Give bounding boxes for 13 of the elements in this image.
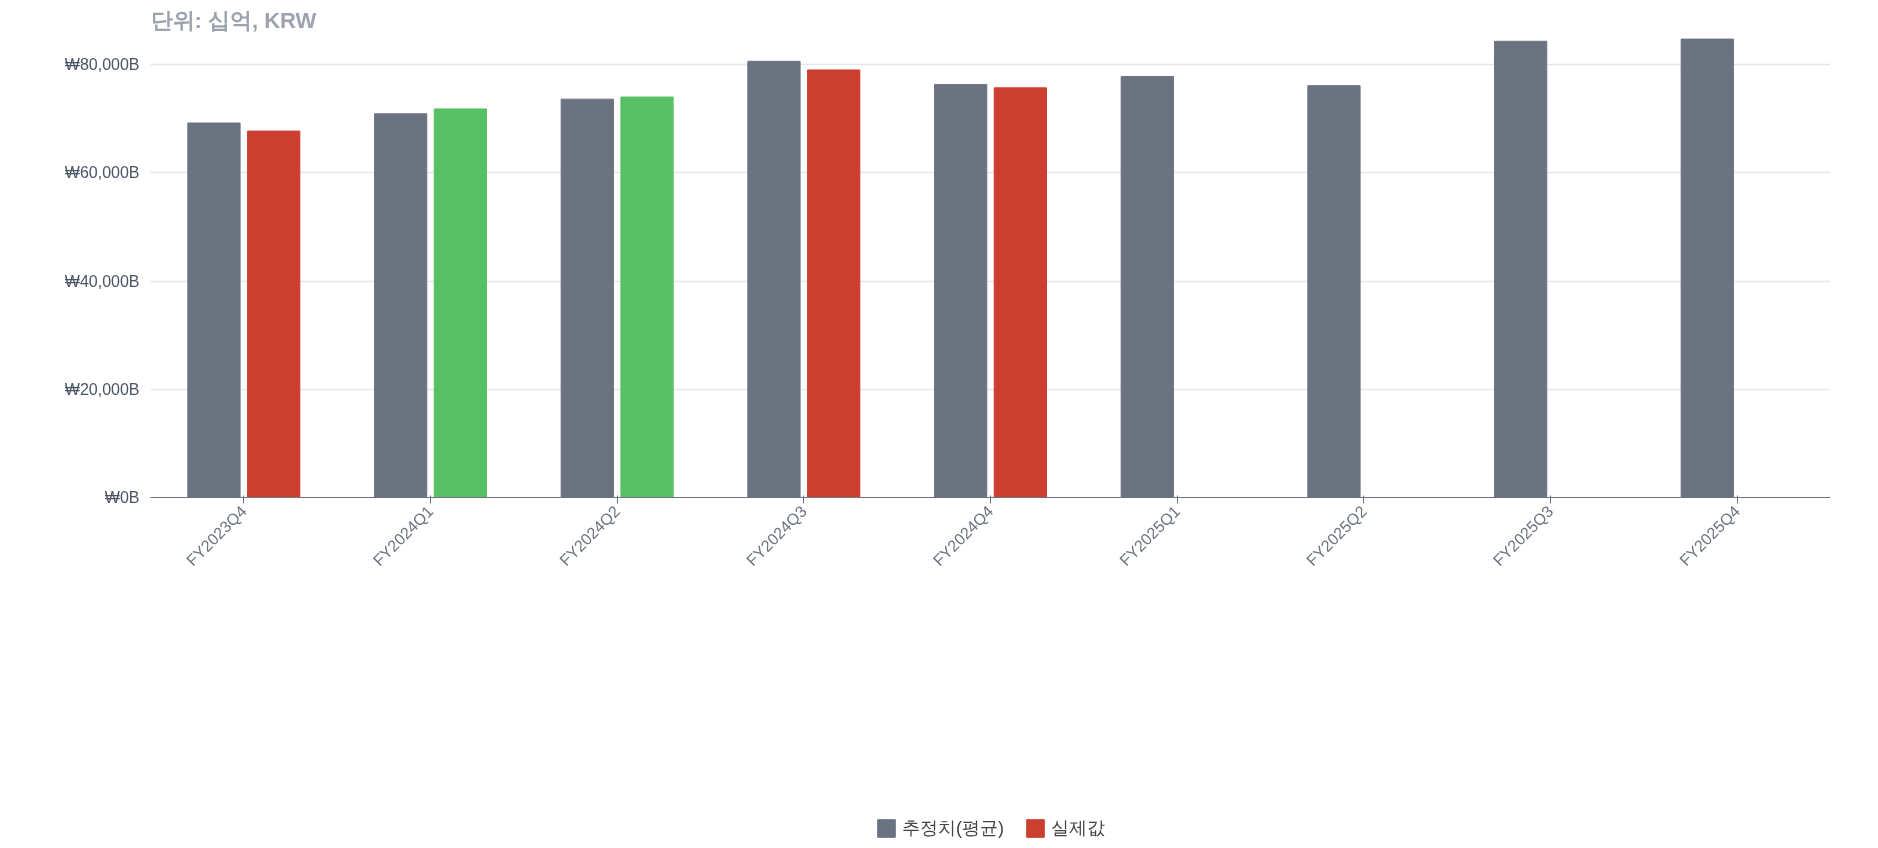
legend-label: 추정치(평균) [902, 817, 1004, 840]
y-tick-label: ₩20,000B [64, 380, 140, 398]
y-tick-label: ₩60,000B [64, 164, 140, 182]
legend-label: 실제값 [1051, 817, 1105, 840]
y-tick-label: ₩40,000B [64, 272, 140, 290]
bar [433, 108, 487, 498]
bar [807, 69, 861, 498]
y-tick-label: ₩80,000B [64, 56, 140, 74]
y-tick-label: ₩0B [104, 489, 140, 506]
bar [247, 130, 301, 498]
bar [993, 87, 1047, 498]
chart-title: 단위: 십억, KRW [150, 7, 317, 33]
bar [620, 96, 674, 498]
